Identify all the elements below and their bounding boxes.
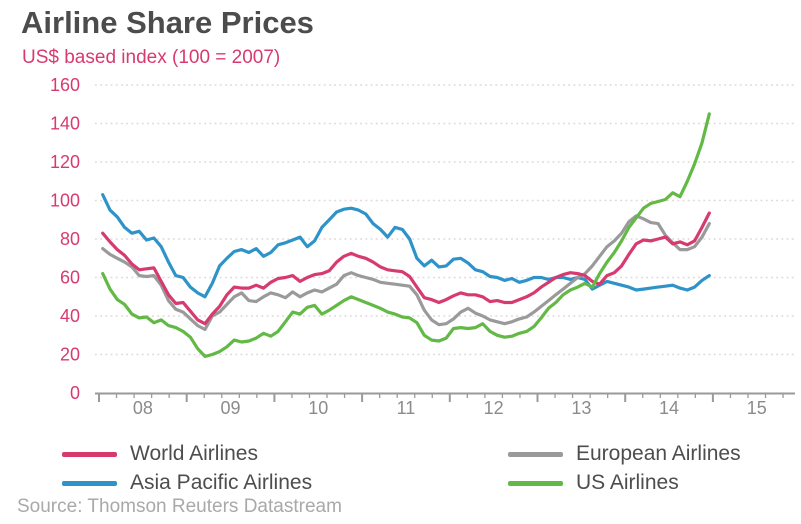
page-title: Airline Share Prices — [21, 5, 314, 40]
legend-item-asia-pacific-airlines: Asia Pacific Airlines — [62, 470, 312, 496]
legend-item-world-airlines: World Airlines — [62, 441, 258, 467]
x-tick-label: 12 — [484, 398, 504, 418]
chart-subtitle: US$ based index (100 = 2007) — [22, 47, 281, 68]
x-tick-label: 11 — [397, 398, 416, 418]
legend-label-us-airlines: US Airlines — [576, 471, 679, 494]
y-tick-label: 120 — [50, 152, 80, 172]
y-tick-label: 140 — [50, 114, 80, 134]
series-line-european-airlines — [101, 214, 711, 332]
x-tick-label: 14 — [659, 398, 679, 418]
x-tick-label: 15 — [747, 398, 767, 418]
x-tick-label: 09 — [221, 398, 241, 418]
y-tick-label: 40 — [60, 306, 80, 326]
legend-item-european-airlines: European Airlines — [508, 441, 741, 467]
world-airlines-swatch — [62, 451, 117, 457]
legend-label-european-airlines: European Airlines — [576, 442, 741, 465]
x-tick-label: 10 — [308, 398, 328, 418]
series-line-world-airlines — [101, 211, 711, 326]
legend-item-us-airlines: US Airlines — [508, 470, 679, 496]
source-note: Source: Thomson Reuters Datastream — [17, 496, 342, 517]
x-tick-label: 13 — [571, 398, 591, 418]
y-tick-label: 80 — [60, 229, 80, 249]
series-line-us-airlines — [101, 112, 711, 358]
european-airlines-swatch — [508, 451, 563, 457]
y-tick-label: 60 — [60, 268, 80, 288]
asia-pacific-airlines-swatch — [62, 480, 117, 486]
us-airlines-swatch — [508, 480, 563, 486]
y-tick-label: 0 — [70, 383, 80, 403]
y-tick-label: 160 — [50, 75, 80, 95]
legend-label-world-airlines: World Airlines — [130, 442, 258, 465]
legend-label-asia-pacific-airlines: Asia Pacific Airlines — [130, 471, 313, 494]
x-tick-label: 08 — [133, 398, 153, 418]
series-line-asia-pacific-airlines — [101, 193, 711, 299]
y-tick-label: 100 — [50, 191, 80, 211]
y-tick-label: 20 — [60, 345, 80, 365]
